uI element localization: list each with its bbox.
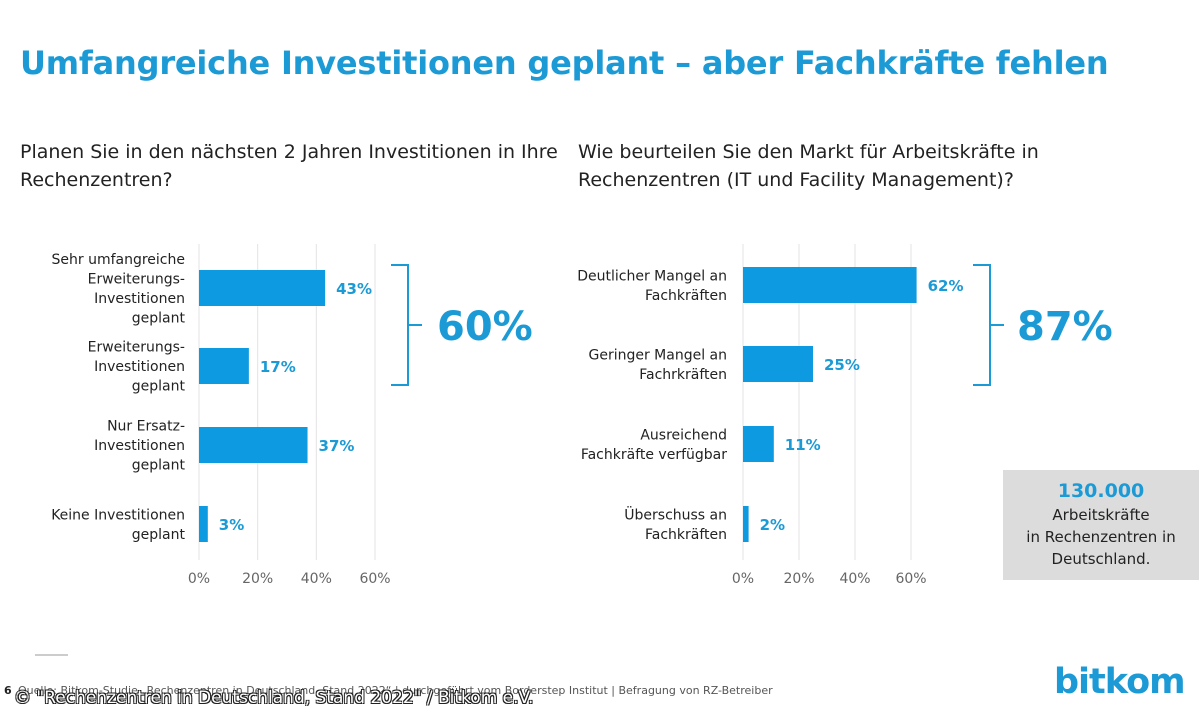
footer-divider bbox=[35, 654, 68, 656]
left-category-label: geplant bbox=[132, 379, 186, 395]
right-bracket bbox=[973, 264, 1004, 386]
left-value-label: 37% bbox=[319, 437, 355, 455]
right-bracket-total: 87% bbox=[1017, 304, 1113, 350]
left-category-label: geplant bbox=[132, 310, 186, 326]
left-value-label: 43% bbox=[336, 280, 372, 298]
right-value-label: 62% bbox=[928, 277, 964, 295]
left-chart-question: Planen Sie in den nächsten 2 Jahren Inve… bbox=[20, 141, 558, 191]
bitkom-logo: bitkom bbox=[1054, 662, 1186, 702]
right-bar bbox=[743, 346, 813, 382]
left-tick-label: 20% bbox=[242, 571, 273, 587]
right-tick-label: 0% bbox=[732, 571, 754, 587]
info-number: 130.000 bbox=[1057, 480, 1145, 502]
right-category-label: Überschuss an bbox=[624, 505, 727, 523]
left-category-label: geplant bbox=[132, 527, 186, 543]
left-category-label: Investitionen bbox=[94, 359, 185, 375]
right-category-label: Ausreichend bbox=[640, 427, 727, 443]
right-tick-label: 60% bbox=[895, 571, 926, 587]
right-category-label: Deutlicher Mangel an bbox=[577, 268, 727, 284]
info-text-line-3: Deutschland. bbox=[1051, 550, 1151, 568]
right-chart-question: Wie beurteilen Sie den Markt für Arbeits… bbox=[578, 141, 1039, 191]
right-category-label: Fachkräfte verfügbar bbox=[581, 447, 727, 463]
left-value-label: 3% bbox=[219, 516, 244, 534]
page-title: Umfangreiche Investitionen geplant – abe… bbox=[20, 44, 1109, 82]
right-bar bbox=[743, 267, 917, 303]
right-category-label: Fachkräften bbox=[645, 288, 727, 304]
right-category-label: Geringer Mangel an bbox=[588, 347, 727, 363]
left-category-label: geplant bbox=[132, 458, 186, 474]
left-category-label: Investitionen bbox=[94, 438, 185, 454]
left-bar bbox=[199, 427, 308, 463]
right-category-label: Fachkräften bbox=[645, 527, 727, 543]
right-value-label: 11% bbox=[785, 436, 821, 454]
left-bar bbox=[199, 348, 249, 384]
left-category-label: Investitionen bbox=[94, 291, 185, 307]
left-tick-label: 60% bbox=[359, 571, 390, 587]
left-tick-label: 0% bbox=[188, 571, 210, 587]
right-bar bbox=[743, 506, 749, 542]
page-number: 6 bbox=[4, 684, 12, 697]
left-category-label: Sehr umfangreiche bbox=[52, 252, 186, 268]
left-tick-label: 40% bbox=[301, 571, 332, 587]
info-box: 130.000 Arbeitskräfte in Rechenzentren i… bbox=[1003, 470, 1199, 580]
left-category-label: Erweiterungs- bbox=[88, 271, 185, 287]
left-category-label: Nur Ersatz- bbox=[107, 419, 185, 435]
right-tick-label: 20% bbox=[783, 571, 814, 587]
left-bracket-total: 60% bbox=[437, 304, 533, 350]
right-value-label: 2% bbox=[760, 516, 785, 534]
right-category-label: Fachrkräften bbox=[639, 367, 727, 383]
source-note: Quelle: Bitkom-Studie „Rechenzentren in … bbox=[18, 684, 773, 697]
left-category-label: Keine Investitionen bbox=[51, 507, 185, 523]
left-bracket bbox=[391, 264, 422, 386]
left-bar bbox=[199, 270, 326, 306]
left-bar bbox=[199, 506, 208, 542]
copyright-watermark: © "Rechenzentren in Deutschland, Stand 2… bbox=[14, 688, 534, 708]
right-tick-label: 40% bbox=[839, 571, 870, 587]
left-category-label: Erweiterungs- bbox=[88, 340, 185, 356]
right-bar bbox=[743, 426, 774, 462]
info-text-line-2: in Rechenzentren in bbox=[1026, 528, 1176, 546]
info-text-line-1: Arbeitskräfte bbox=[1052, 506, 1150, 524]
left-value-label: 17% bbox=[260, 358, 296, 376]
right-value-label: 25% bbox=[824, 356, 860, 374]
